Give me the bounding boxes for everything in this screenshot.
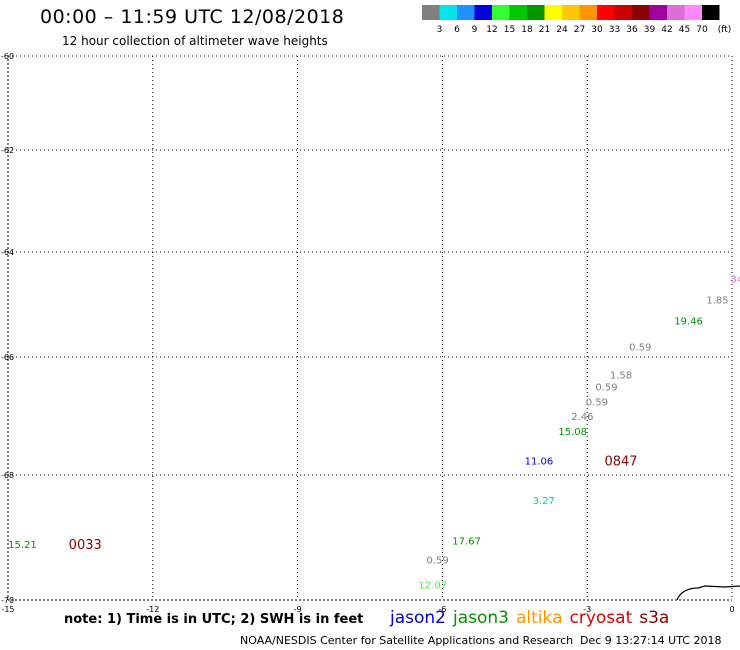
scale-unit: (ft) xyxy=(718,25,732,35)
x-tick-label: -3 xyxy=(583,605,591,614)
satellite-jason2: jason2 xyxy=(390,608,446,628)
x-tick-label: -15 xyxy=(1,605,14,614)
scale-label: 18 xyxy=(521,25,533,35)
scale-label: 6 xyxy=(454,25,460,35)
color-swatch xyxy=(684,5,702,20)
scale-label: 27 xyxy=(574,25,585,35)
color-swatch xyxy=(632,5,650,20)
wave-height-label: 15.21 xyxy=(8,540,37,551)
color-swatch xyxy=(509,5,527,20)
scale-label: 24 xyxy=(556,25,568,35)
wave-height-label: 15.08 xyxy=(558,427,587,438)
generated-timestamp: Dec 9 13:27:14 UTC 2018 xyxy=(580,634,722,647)
scale-label: 45 xyxy=(679,25,690,35)
wave-height-label: 0.59 xyxy=(595,383,617,394)
y-tick-label: -62 xyxy=(1,146,14,155)
color-swatch xyxy=(667,5,685,20)
footer-note: note: 1) Time is in UTC; 2) SWH is in fe… xyxy=(64,612,364,627)
color-swatch xyxy=(439,5,457,20)
scale-label: 15 xyxy=(504,25,515,35)
scale-label: 3 xyxy=(437,25,443,35)
wave-height-label: 3.27 xyxy=(533,496,555,507)
scale-label: 36 xyxy=(626,25,638,35)
color-swatch xyxy=(474,5,492,20)
x-tick-label: -9 xyxy=(294,605,302,614)
wave-height-label: 12.07 xyxy=(418,580,447,591)
scale-label: 39 xyxy=(644,25,656,35)
color-scale-legend: 3 6 9 12 15 18 21 24 27 30 33 36 39 42 45 70 (ft) xyxy=(422,5,732,35)
color-swatch xyxy=(597,5,615,20)
color-swatch xyxy=(492,5,510,20)
coastline-path xyxy=(676,585,740,601)
credit-line: NOAA/NESDIS Center for Satellite Applica… xyxy=(240,634,574,647)
x-tick-label: -6 xyxy=(438,605,446,614)
data-labels: 341.8519.460.591.580.590.592.4615.0811.0… xyxy=(8,274,740,591)
color-swatch xyxy=(562,5,580,20)
color-swatch xyxy=(527,5,545,20)
satellite-jason3: jason3 xyxy=(453,608,509,628)
wave-height-label: 0.59 xyxy=(586,397,608,408)
color-swatch xyxy=(614,5,632,20)
grid-lines xyxy=(7,55,733,601)
x-tick-label: 0 xyxy=(729,605,734,614)
y-tick-label: -64 xyxy=(1,248,14,257)
color-swatch xyxy=(649,5,667,20)
wave-height-label: 11.06 xyxy=(525,456,554,467)
wave-height-label: 0.59 xyxy=(426,555,448,566)
color-swatch xyxy=(579,5,597,20)
satellite-cryosat: cryosat xyxy=(569,608,633,628)
wave-height-label: 17.67 xyxy=(452,537,481,548)
x-tick-label: -12 xyxy=(146,605,159,614)
satellite-legend: jason2 jason3 altika cryosat s3a xyxy=(390,608,676,628)
wave-height-label: 1.58 xyxy=(610,371,632,382)
wave-height-label: 1.85 xyxy=(706,295,728,306)
scale-label: 12 xyxy=(486,25,497,35)
coastline xyxy=(676,585,740,601)
y-tick-label: -66 xyxy=(1,353,14,362)
scale-label: 33 xyxy=(609,25,620,35)
scale-label: 42 xyxy=(661,25,672,35)
axes: -15 -12 -9 -6 -3 0-60-62-64-66-68-70 xyxy=(1,52,735,614)
color-swatch xyxy=(422,5,440,20)
wave-height-label: 34 xyxy=(730,274,740,285)
satellite-s3a: s3a xyxy=(639,608,670,628)
chart-subtitle: 12 hour collection of altimeter wave hei… xyxy=(62,34,328,48)
color-swatch xyxy=(457,5,475,20)
y-tick-label: -60 xyxy=(1,52,14,61)
pass-time-label: 0847 xyxy=(604,454,637,469)
color-swatch xyxy=(702,5,720,20)
scale-label: 30 xyxy=(591,25,603,35)
wave-height-label: 2.46 xyxy=(571,412,593,423)
wave-height-label: 19.46 xyxy=(674,316,703,327)
color-swatch xyxy=(544,5,562,20)
y-tick-label: -70 xyxy=(1,596,14,605)
scale-label: 21 xyxy=(539,25,550,35)
wave-height-label: 0.59 xyxy=(629,343,651,354)
plot-frame xyxy=(7,55,733,601)
pass-time-label: 0033 xyxy=(69,538,102,553)
scale-label: 70 xyxy=(696,25,708,35)
chart-title: 00:00 – 11:59 UTC 12/08/2018 xyxy=(40,6,345,28)
scale-label: 9 xyxy=(472,25,478,35)
satellite-altika: altika xyxy=(516,608,563,628)
